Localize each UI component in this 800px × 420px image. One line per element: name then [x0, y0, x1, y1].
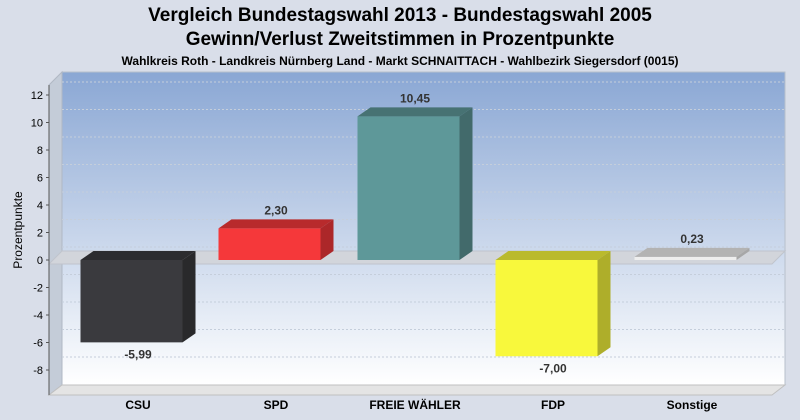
chart-title-line-1: Vergleich Bundestagswahl 2013 - Bundesta…: [148, 5, 652, 26]
bar-front: [357, 116, 460, 260]
bar-side: [459, 107, 473, 260]
value-label: 2,30: [264, 203, 288, 217]
bar-front: [80, 260, 183, 343]
value-label: 0,23: [680, 232, 704, 246]
y-tick-label: 12: [31, 90, 43, 102]
bar-4: [634, 247, 750, 260]
category-label: Sonstige: [667, 398, 718, 412]
category-label: SPD: [264, 398, 289, 412]
value-label: -7,00: [539, 361, 567, 375]
bar-top: [634, 247, 750, 257]
y-tick-label: 8: [37, 145, 43, 157]
category-label: FREIE WÄHLER: [369, 397, 461, 412]
bar-top: [80, 251, 196, 260]
y-tick-label: -4: [33, 310, 43, 322]
plot-side-wall: [48, 70, 63, 397]
bar-top: [357, 107, 473, 117]
bar-side: [736, 247, 750, 260]
value-label: 10,45: [400, 91, 430, 105]
bar-front: [218, 228, 321, 260]
bar-2: [357, 107, 473, 260]
y-tick-label: 10: [31, 118, 43, 130]
plot-floor: [47, 384, 787, 396]
y-tick-label: -6: [33, 338, 43, 350]
category-label: CSU: [125, 398, 150, 412]
y-tick-label: 4: [37, 200, 43, 212]
value-label: -5,99: [124, 347, 152, 361]
bar-front: [634, 256, 737, 260]
y-axis-title: Prozentpunkte: [11, 191, 25, 269]
chart-titles: Vergleich Bundestagswahl 2013 - Bundesta…: [0, 0, 800, 68]
bar-side: [597, 251, 611, 357]
chart-title-line-2: Gewinn/Verlust Zweitstimmen in Prozentpu…: [185, 29, 615, 50]
chart-subtitle: Wahlkreis Roth - Landkreis Nürnberg Land…: [121, 54, 679, 68]
y-tick-label: -2: [33, 283, 43, 295]
y-tick-label: 0: [37, 255, 43, 267]
bar-1: [218, 219, 334, 260]
bar-top: [495, 251, 611, 260]
category-label: FDP: [541, 398, 565, 412]
bar-front: [495, 260, 598, 357]
bar-top: [218, 219, 334, 229]
y-tick-label: 2: [37, 228, 43, 240]
bar-side: [182, 251, 196, 343]
y-tick-label: -8: [33, 365, 43, 377]
bar-0: [80, 251, 196, 343]
y-tick-label: 6: [37, 173, 43, 185]
bar-side: [320, 219, 334, 260]
bar-3: [495, 251, 611, 357]
